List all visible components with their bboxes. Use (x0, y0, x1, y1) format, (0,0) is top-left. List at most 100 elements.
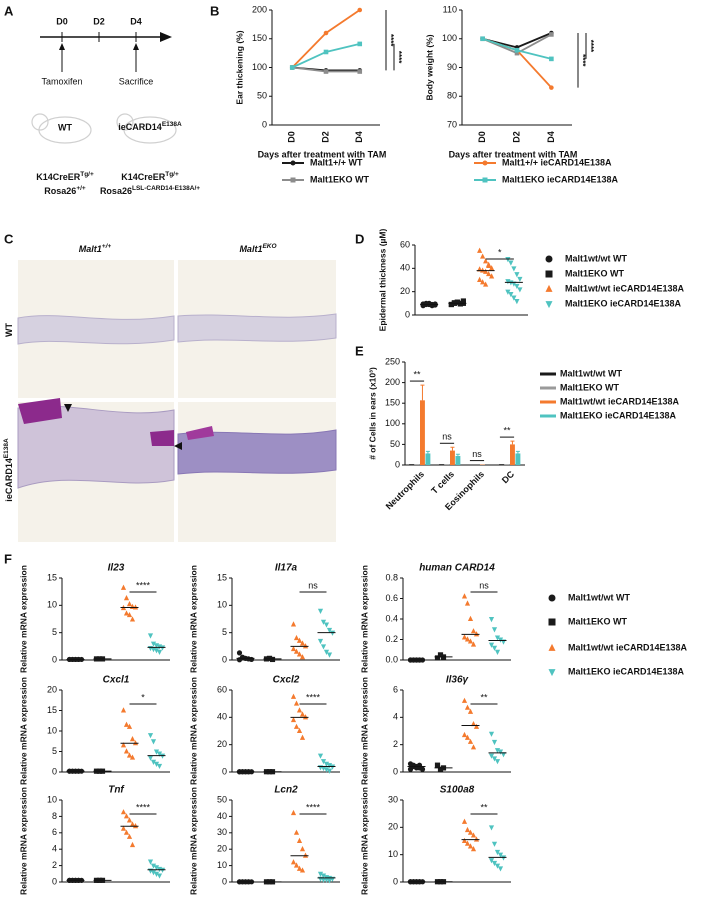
y-tick-label: 10 (388, 849, 398, 859)
marker (299, 846, 306, 852)
y-tick-label: 0.0 (385, 654, 398, 664)
genotype: K14CreERTg/+ (121, 171, 179, 183)
y-tick-label: 10 (217, 600, 227, 610)
marker (326, 763, 333, 769)
y-tick-label: 10 (47, 725, 57, 735)
column-label-sup: EKO (262, 243, 276, 250)
y-tick-label: 6 (393, 684, 398, 694)
marker (290, 809, 297, 816)
legend-label: Malt1EKO WT (565, 268, 625, 278)
bar (425, 453, 431, 465)
chart-title: S100a8 (440, 785, 475, 796)
marker (483, 258, 489, 264)
marker (329, 630, 336, 636)
row-label: WT (4, 323, 14, 337)
chart-title: Cxcl2 (273, 675, 300, 686)
y-tick-label: 5 (222, 627, 227, 637)
row-label: ieCARD14E138A (3, 438, 15, 502)
legend-label: Malt1wt/wt WT (560, 368, 622, 378)
marker (497, 852, 504, 858)
marker (548, 594, 556, 602)
error-bar (420, 384, 425, 401)
marker (549, 32, 554, 37)
marker (470, 846, 477, 852)
marker (248, 656, 255, 663)
marker (123, 748, 130, 754)
marker (494, 849, 501, 856)
marker (473, 836, 480, 842)
significance-label: **** (394, 51, 403, 64)
marker (153, 761, 160, 767)
marker (150, 863, 157, 869)
marker (296, 637, 303, 643)
chart-title: Lcn2 (274, 785, 298, 796)
y-axis-label: Body weight (%) (424, 34, 434, 100)
y-tick-label: 0 (393, 876, 398, 886)
y-tick-label: 70 (447, 119, 457, 129)
marker (126, 817, 133, 823)
marker (120, 707, 127, 713)
y-tick-label: 80 (447, 91, 457, 101)
keratin (186, 426, 214, 440)
y-tick-label: 30 (388, 794, 398, 804)
marker (482, 177, 488, 183)
marker (494, 748, 501, 754)
event-label: Tamoxifen (41, 76, 82, 86)
marker (491, 739, 498, 746)
timepoint: D4 (130, 16, 142, 26)
significance-label: **** (306, 802, 321, 812)
marker (494, 759, 501, 765)
marker (548, 618, 556, 626)
marker (545, 270, 553, 278)
legend-label: Malt1wt/wt ieCARD14E138A (568, 642, 688, 652)
marker (448, 301, 454, 308)
marker (302, 643, 309, 649)
legend-label: Malt1EKO WT (560, 382, 620, 392)
marker (483, 268, 489, 274)
marker (326, 652, 333, 658)
marker (491, 645, 498, 651)
y-tick-label: 5 (52, 746, 57, 756)
marker (491, 756, 498, 762)
arrowhead-marker (174, 442, 182, 450)
marker (326, 878, 333, 884)
y-tick-label: 100 (252, 62, 267, 72)
y-tick-label: 0.8 (385, 572, 398, 582)
marker (150, 870, 157, 876)
marker (317, 608, 324, 614)
y-tick-label: 250 (385, 356, 400, 366)
y-tick-label: 15 (47, 572, 57, 582)
arrow-head (160, 32, 172, 42)
y-tick-label: 20 (388, 822, 398, 832)
y-tick-label: 20 (217, 844, 227, 854)
marker (514, 50, 520, 56)
bar (499, 464, 504, 465)
marker (299, 734, 306, 740)
legend-label: Malt1EKO ieCARD14E138A (502, 174, 619, 184)
genotype: Rosa26+/+ (44, 185, 86, 197)
y-tick-label: 15 (217, 572, 227, 582)
marker (120, 825, 127, 831)
marker (461, 697, 468, 703)
marker (123, 595, 130, 601)
marker (147, 633, 154, 639)
tissue (177, 429, 337, 475)
marker (545, 284, 553, 292)
marker (293, 862, 300, 868)
panel-label: E (355, 343, 364, 358)
histology-images (17, 260, 337, 542)
marker (514, 283, 520, 290)
marker (486, 270, 492, 277)
legend-label: Malt1wt/wt ieCARD14E138A (565, 283, 685, 293)
y-tick-label: 0 (52, 876, 57, 886)
marker (320, 644, 327, 650)
y-tick-label: 4 (52, 844, 57, 854)
y-axis-label: Epidermal thickness (µM) (377, 229, 387, 332)
marker (470, 832, 477, 838)
marker (290, 160, 296, 166)
marker (500, 752, 507, 758)
marker (491, 627, 498, 633)
marker (488, 825, 495, 831)
marker (549, 56, 554, 62)
